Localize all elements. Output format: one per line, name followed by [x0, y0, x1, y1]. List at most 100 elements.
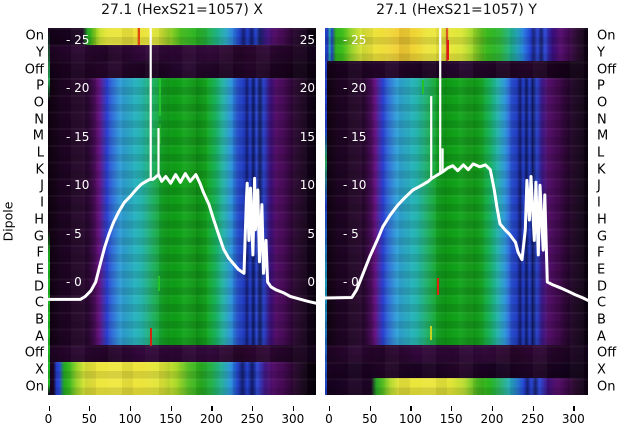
row-label-y-1: Y: [597, 45, 605, 61]
panel-x-title: 27.1 (HexS21=1057) X: [101, 2, 263, 18]
row-label-x-20: X: [35, 362, 44, 378]
row-label-off-2: Off: [597, 62, 617, 78]
panel-left-edge-stripe: [48, 28, 50, 395]
profile-curve-y: [325, 28, 588, 302]
x-tick-mark-x-150: [170, 406, 172, 411]
row-label-off-19: Off: [597, 345, 617, 361]
row-label-off-2: Off: [24, 62, 44, 78]
row-label-m-6: M: [32, 128, 44, 144]
x-tick-label-y-150: 150: [439, 412, 463, 426]
y-tick-number-right-10: 10: [299, 178, 315, 193]
profile-polyline: [48, 172, 316, 305]
x-tick-mark-y-0: [329, 406, 331, 411]
row-label-on-21: On: [25, 379, 44, 395]
x-tick-mark-x-300: [292, 406, 295, 411]
y-tick-number-right-0: 0: [307, 275, 315, 289]
y-tick-number-right-5: 5: [307, 226, 315, 241]
heatmap-band-y-1: [325, 61, 588, 79]
row-label-c-16: C: [597, 295, 607, 311]
y-tick-label-10: - 10: [66, 178, 90, 193]
x-tick-label-y-0: 0: [325, 412, 333, 426]
y-tick-label-15: - 15: [343, 129, 367, 144]
row-label-e-14: E: [35, 262, 44, 278]
heatmap-band-x-2: [48, 61, 316, 79]
heatmap-band-y-0: [325, 28, 588, 62]
y-tick-label-20: - 20: [343, 81, 367, 96]
row-label-d-15: D: [33, 279, 44, 295]
y-tick-label-0: - 0: [343, 275, 359, 289]
row-label-on-0: On: [597, 28, 616, 44]
y-tick-label-10: - 10: [343, 178, 367, 193]
x-tick-mark-y-300: [573, 406, 575, 411]
y-tick-number-right-20: 20: [299, 81, 315, 96]
profile-curve-x: [48, 28, 316, 305]
row-label-j-9: J: [597, 178, 601, 194]
heatmap-band-x-0: [48, 28, 316, 46]
x-tick-label-y-300: 300: [561, 412, 585, 426]
x-tick-mark-x-50: [89, 406, 91, 411]
heatmap-band-x-4: [48, 344, 316, 363]
x-tick-label-x-300: 300: [281, 412, 305, 426]
data-marker-y-3: [437, 278, 439, 295]
row-labels-right: On Y Off P O N M L K J I H G F E D C B A Off X On: [596, 0, 640, 440]
row-label-k-8: K: [597, 162, 606, 178]
x-tick-mark-y-200: [491, 406, 494, 411]
x-tick-label-x-200: 200: [199, 412, 223, 426]
row-label-f-13: F: [597, 245, 605, 261]
panel-y-title: 27.1 (HexS21=1057) Y: [376, 2, 537, 18]
row-label-d-15: D: [597, 279, 608, 295]
row-label-f-13: F: [36, 245, 44, 261]
row-label-h-11: H: [34, 212, 44, 228]
row-label-on-21: On: [597, 379, 616, 395]
y-tick-label-5: - 5: [343, 226, 359, 241]
row-label-c-16: C: [34, 295, 44, 311]
x-tick-label-y-200: 200: [480, 412, 504, 426]
profile-polyline: [325, 162, 588, 302]
row-label-on-0: On: [25, 28, 44, 44]
x-tick-mark-y-250: [532, 406, 534, 411]
data-marker-x-0: [138, 28, 140, 45]
row-label-k-8: K: [35, 162, 44, 178]
row-label-n-5: N: [34, 112, 44, 128]
heatmap-band-x-3: [48, 78, 316, 346]
row-label-h-11: H: [597, 212, 607, 228]
y-tick-label-15: - 15: [66, 129, 90, 144]
data-marker-x-3: [158, 276, 160, 291]
row-label-y-1: Y: [36, 45, 44, 61]
row-labels-left: On Y Off P O N M L K J I H G F E D C B A Off X On: [0, 0, 46, 440]
y-tick-number-right-25: 25: [299, 33, 315, 47]
x-tick-mark-x-250: [252, 406, 254, 411]
row-label-a-18: A: [35, 329, 44, 345]
panel-left-edge-stripe: [325, 28, 327, 395]
row-label-g-12: G: [33, 229, 44, 245]
row-label-p-3: P: [36, 78, 44, 94]
row-label-m-6: M: [597, 128, 609, 144]
heatmap-panel-x: - 25 25 - 20 20 - 15 15 - 10 10 - 5 5 - 0 0: [48, 28, 316, 395]
row-label-b-17: B: [35, 312, 44, 328]
heatmap-band-y-5: [325, 378, 588, 395]
data-marker-x-4: [150, 328, 152, 346]
row-label-n-5: N: [597, 112, 607, 128]
data-marker-x-1: [159, 78, 161, 116]
x-tick-mark-y-150: [451, 406, 453, 411]
data-marker-y-1: [422, 80, 424, 94]
x-tick-mark-x-200: [211, 406, 213, 411]
x-tick-label-x-100: 100: [118, 412, 142, 426]
row-label-e-14: E: [597, 262, 606, 278]
x-tick-label-y-50: 50: [362, 412, 378, 426]
heatmap-band-y-3: [325, 344, 588, 363]
row-label-x-20: X: [597, 362, 606, 378]
x-tick-label-x-150: 150: [159, 412, 183, 426]
heatmap-band-x-1: [48, 44, 316, 62]
row-label-l-7: L: [36, 145, 44, 161]
row-label-i-10: I: [40, 195, 44, 211]
x-tick-label-x-50: 50: [81, 412, 97, 426]
data-marker-y-4: [430, 326, 432, 340]
row-label-l-7: L: [597, 145, 605, 161]
y-tick-label-20: - 20: [66, 81, 90, 96]
row-label-j-9: J: [40, 178, 44, 194]
x-tick-label-x-0: 0: [44, 412, 53, 426]
data-marker-x-2: [159, 124, 161, 144]
heatmap-band-y-4: [325, 361, 588, 379]
x-tick-mark-x-0: [48, 406, 50, 411]
